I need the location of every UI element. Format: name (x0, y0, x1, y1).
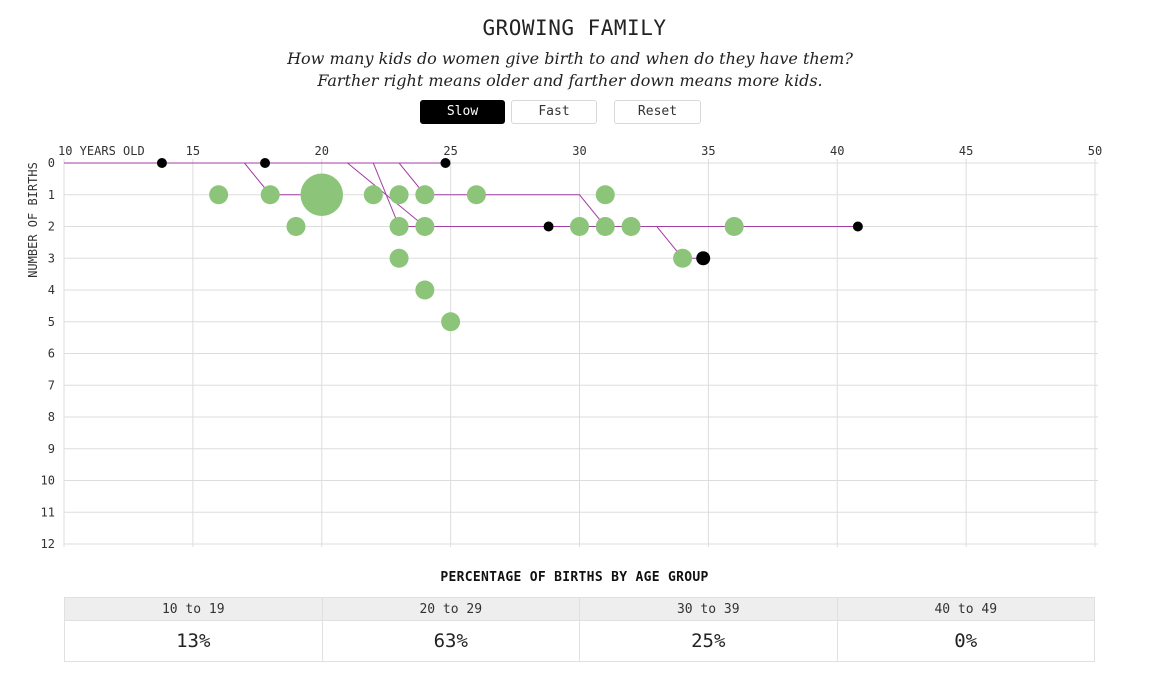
x-tick-label: 15 (186, 144, 200, 158)
y-tick-label: 3 (48, 251, 55, 265)
births-chart: 10 YEARS OLD 15 20 25 30 35 40 45 50 01234567891… (26, 144, 1102, 551)
slow-button[interactable]: Slow (420, 100, 505, 124)
current-position-marker (543, 221, 554, 232)
birth-bubble (209, 185, 229, 205)
y-tick-label: 2 (48, 220, 55, 234)
birth-bubble (466, 185, 486, 205)
x-tick-label: 35 (701, 144, 715, 158)
birth-bubble (260, 185, 280, 205)
y-tick-label: 0 (48, 156, 55, 170)
current-markers (156, 158, 863, 266)
x-tick-label: 40 (830, 144, 844, 158)
birth-bubble (621, 217, 641, 236)
current-position-marker (156, 158, 167, 168)
y-tick-label: 10 (41, 474, 55, 488)
y-tick-label: 11 (41, 505, 55, 519)
birth-bubble (441, 312, 461, 332)
fast-button[interactable]: Fast (511, 100, 597, 124)
x-tick-label: 25 (443, 144, 457, 158)
life-path-line (64, 162, 704, 259)
life-paths (64, 162, 858, 259)
age-group-percent: 13% (64, 620, 323, 662)
chart-subtitle: How many kids do women give birth to and… (287, 49, 853, 90)
age-group-percent: 25% (579, 620, 838, 662)
x-axis-ticks: 10 YEARS OLD 15 20 25 30 35 40 45 50 (58, 144, 1102, 158)
age-group-label: 30 to 39 (579, 597, 838, 621)
age-group-percent: 0% (836, 620, 1095, 662)
age-group-table: 10 to 19 20 to 29 30 to 39 40 to 49 13% … (64, 597, 1095, 662)
y-tick-label: 8 (48, 410, 55, 424)
x-tick-label: 30 (572, 144, 586, 158)
current-position-marker (852, 221, 863, 232)
y-tick-label: 7 (48, 378, 55, 392)
age-group-label: 20 to 29 (321, 597, 580, 621)
birth-bubble (389, 248, 409, 268)
x-tick-label: 50 (1088, 144, 1102, 158)
birth-bubble (300, 173, 343, 216)
birth-bubble (286, 217, 306, 236)
birth-bubble (389, 217, 409, 236)
birth-bubble (415, 217, 435, 236)
birth-bubble (415, 280, 435, 300)
birth-bubbles (209, 173, 744, 332)
birth-bubble (595, 217, 615, 236)
birth-bubble (673, 248, 693, 268)
chart-title: GROWING FAMILY (482, 16, 667, 40)
birth-bubble (363, 185, 383, 205)
age-group-label: 40 to 49 (836, 597, 1095, 621)
birth-bubble (595, 185, 615, 205)
y-tick-label: 9 (48, 442, 55, 456)
current-position-marker (440, 158, 451, 168)
birth-bubble (389, 185, 409, 205)
reset-button[interactable]: Reset (614, 100, 701, 124)
x-tick-label: 10 YEARS OLD (58, 144, 145, 158)
y-tick-label: 6 (48, 347, 55, 361)
birth-bubble (415, 185, 435, 205)
y-tick-label: 5 (48, 315, 55, 329)
birth-bubble (724, 217, 744, 236)
y-tick-label: 4 (48, 283, 55, 297)
x-tick-label: 45 (959, 144, 973, 158)
current-position-marker (696, 251, 711, 266)
summary-title: PERCENTAGE OF BIRTHS BY AGE GROUP (440, 570, 709, 585)
age-group-label: 10 to 19 (64, 597, 323, 621)
x-tick-label: 20 (315, 144, 329, 158)
birth-bubble (570, 217, 589, 236)
y-tick-label: 1 (48, 188, 55, 202)
current-position-marker (260, 158, 271, 168)
age-group-percent: 63% (321, 620, 580, 662)
y-axis-label: NUMBER OF BIRTHS (26, 162, 40, 278)
y-tick-label: 12 (41, 537, 55, 551)
